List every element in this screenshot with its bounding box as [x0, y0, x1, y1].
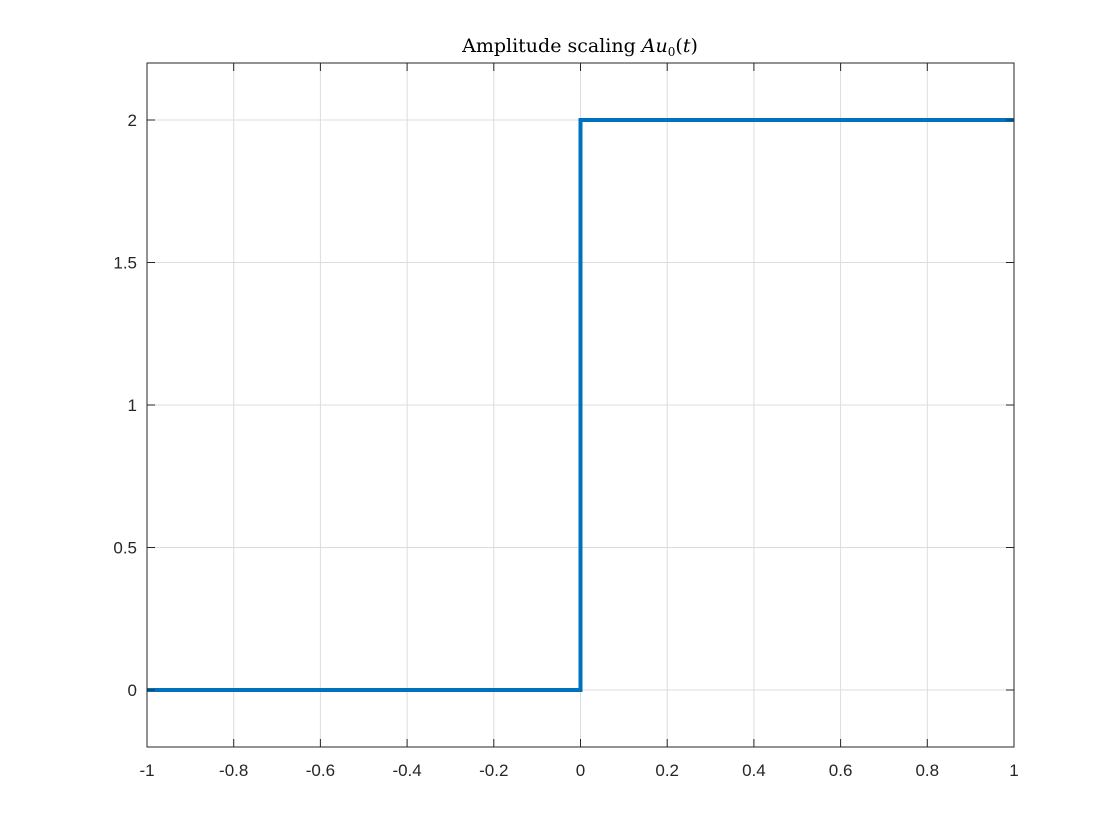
- y-tick-labels: 0 0.5 1 1.5 2: [113, 111, 137, 700]
- y-tick-label: 2: [128, 111, 137, 130]
- x-tick-label: 0: [576, 761, 585, 780]
- chart-title-variable: Au: [640, 35, 668, 57]
- x-tick-label: 0.8: [915, 761, 939, 780]
- x-tick-label: 0.6: [829, 761, 853, 780]
- chart-title-open-paren: (: [675, 35, 682, 57]
- x-tick-label: 0.4: [742, 761, 766, 780]
- x-tick-label: -0.4: [392, 761, 421, 780]
- y-tick-label: 0.5: [113, 539, 137, 558]
- x-tick-label: -0.8: [219, 761, 248, 780]
- x-tick-label: -1: [139, 761, 154, 780]
- series-line: [147, 118, 1014, 692]
- chart-series-group: [147, 118, 1014, 692]
- chart-title-argument: t: [683, 35, 691, 57]
- chart-title-subscript: 0: [668, 45, 676, 59]
- x-tick-label: -0.2: [479, 761, 508, 780]
- chart-title-close-paren: ): [690, 35, 697, 57]
- y-tick-label: 1: [128, 396, 137, 415]
- x-tick-label: 1: [1009, 761, 1018, 780]
- chart-title: Amplitude scaling Au0(t): [461, 35, 698, 59]
- y-tick-label: 1.5: [113, 254, 137, 273]
- chart-ticks: [146, 63, 1015, 747]
- x-tick-label: 0.2: [655, 761, 679, 780]
- x-tick-label: -0.6: [306, 761, 335, 780]
- chart-title-prefix: Amplitude scaling: [461, 35, 642, 57]
- x-tick-labels: -1 -0.8 -0.6 -0.4 -0.2 0 0.2 0.4 0.6 0.8 1: [139, 761, 1018, 780]
- y-tick-label: 0: [128, 681, 137, 700]
